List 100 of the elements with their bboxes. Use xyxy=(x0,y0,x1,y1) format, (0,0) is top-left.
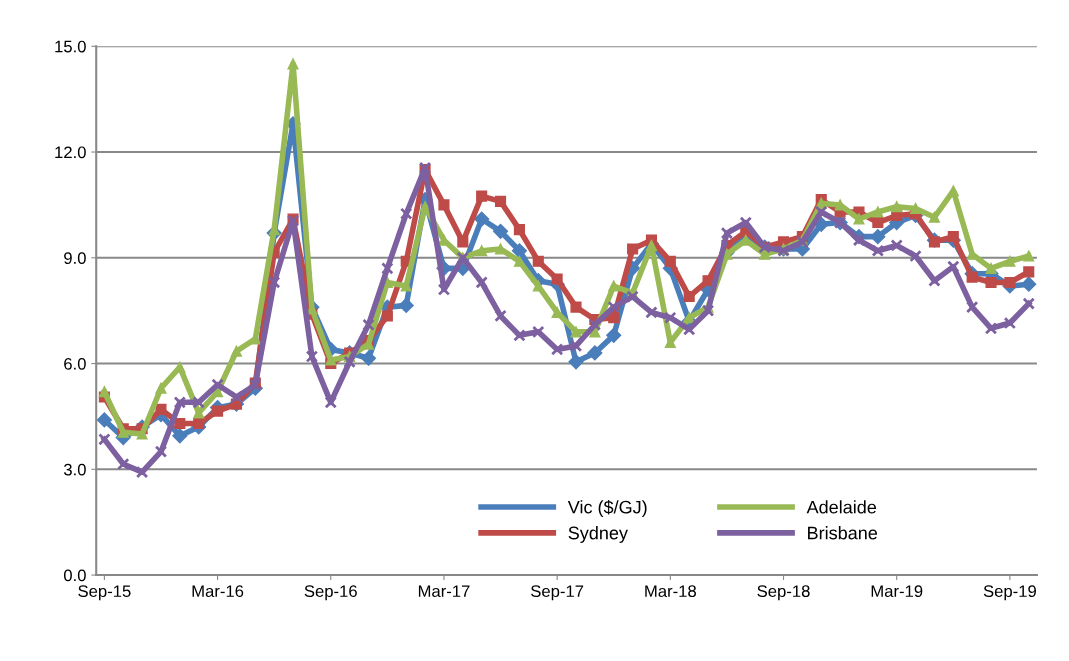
point xyxy=(701,304,715,317)
point xyxy=(494,309,507,323)
point xyxy=(890,239,903,252)
point xyxy=(155,382,167,394)
point xyxy=(513,255,525,267)
point xyxy=(305,350,319,363)
point xyxy=(360,350,377,366)
point xyxy=(532,325,545,339)
point xyxy=(872,216,884,229)
point xyxy=(909,249,922,263)
point xyxy=(872,206,884,218)
point xyxy=(608,280,620,292)
point xyxy=(606,327,622,343)
point xyxy=(928,274,941,287)
point xyxy=(626,290,639,303)
point xyxy=(1004,255,1016,267)
x-tick-label: Sep-18 xyxy=(757,585,810,601)
point xyxy=(513,329,526,342)
point xyxy=(154,445,168,458)
point xyxy=(532,280,544,292)
point xyxy=(814,205,828,219)
x-tick-label: Mar-17 xyxy=(418,585,470,598)
x-tick-label: Mar-16 xyxy=(192,585,244,598)
point xyxy=(230,390,243,404)
point xyxy=(551,273,563,285)
point xyxy=(193,417,205,430)
point xyxy=(550,343,564,356)
point xyxy=(494,195,507,207)
point xyxy=(98,386,110,398)
point xyxy=(96,412,112,428)
point xyxy=(984,322,998,335)
legend-label: Brisbane xyxy=(808,526,878,540)
legend-label: Vic ($/GJ) xyxy=(567,499,647,518)
point xyxy=(683,291,695,303)
point xyxy=(343,355,356,369)
point xyxy=(947,231,959,243)
point xyxy=(570,326,582,338)
x-tick-label: Sep-16 xyxy=(304,585,357,601)
point xyxy=(1023,250,1035,262)
point xyxy=(437,283,451,296)
point xyxy=(362,318,375,332)
point xyxy=(985,276,997,289)
point xyxy=(645,306,658,319)
point xyxy=(98,433,111,446)
point xyxy=(871,244,885,257)
point xyxy=(985,262,997,274)
point xyxy=(230,345,242,357)
point xyxy=(325,354,337,366)
point xyxy=(852,233,866,247)
point xyxy=(682,323,696,336)
point xyxy=(287,58,299,70)
y-tick-label: 9.0 xyxy=(64,252,86,264)
point xyxy=(192,396,205,409)
point xyxy=(664,311,677,324)
point xyxy=(172,428,188,444)
x-tick-label: Sep-19 xyxy=(983,585,1036,601)
point xyxy=(965,300,979,314)
point xyxy=(324,396,338,409)
point xyxy=(212,405,224,417)
point xyxy=(155,403,167,415)
x-tick-label: Mar-18 xyxy=(645,585,696,598)
point xyxy=(1021,276,1037,292)
point xyxy=(627,243,639,255)
point xyxy=(492,223,509,239)
point xyxy=(173,396,187,409)
y-tick-label: 0.0 xyxy=(63,569,86,582)
x-tick-label: Mar-19 xyxy=(871,585,923,598)
point xyxy=(475,276,488,289)
point xyxy=(381,262,394,275)
point xyxy=(608,312,620,324)
point xyxy=(513,224,525,236)
point xyxy=(267,276,281,289)
point xyxy=(910,202,922,214)
point xyxy=(474,211,490,227)
x-tick-label: Sep-17 xyxy=(531,585,584,601)
point xyxy=(438,199,450,211)
point xyxy=(511,243,527,259)
point xyxy=(702,275,714,287)
point xyxy=(1004,276,1016,289)
point xyxy=(398,297,414,313)
point xyxy=(645,239,658,252)
point xyxy=(1023,266,1035,278)
point xyxy=(587,345,603,361)
point xyxy=(532,255,544,267)
point xyxy=(399,207,413,220)
point xyxy=(588,318,602,332)
legend-label: Sydney xyxy=(568,526,628,543)
point xyxy=(135,465,149,479)
point xyxy=(870,229,886,245)
point xyxy=(928,211,940,223)
x-tick-label: Sep-15 xyxy=(78,585,131,601)
point xyxy=(1022,297,1036,310)
point xyxy=(1003,316,1017,330)
point xyxy=(136,428,148,440)
point xyxy=(457,236,469,248)
point xyxy=(570,301,582,313)
point xyxy=(569,339,583,353)
point xyxy=(476,245,488,257)
y-tick-label: 3.0 xyxy=(63,463,86,476)
point xyxy=(739,216,753,229)
